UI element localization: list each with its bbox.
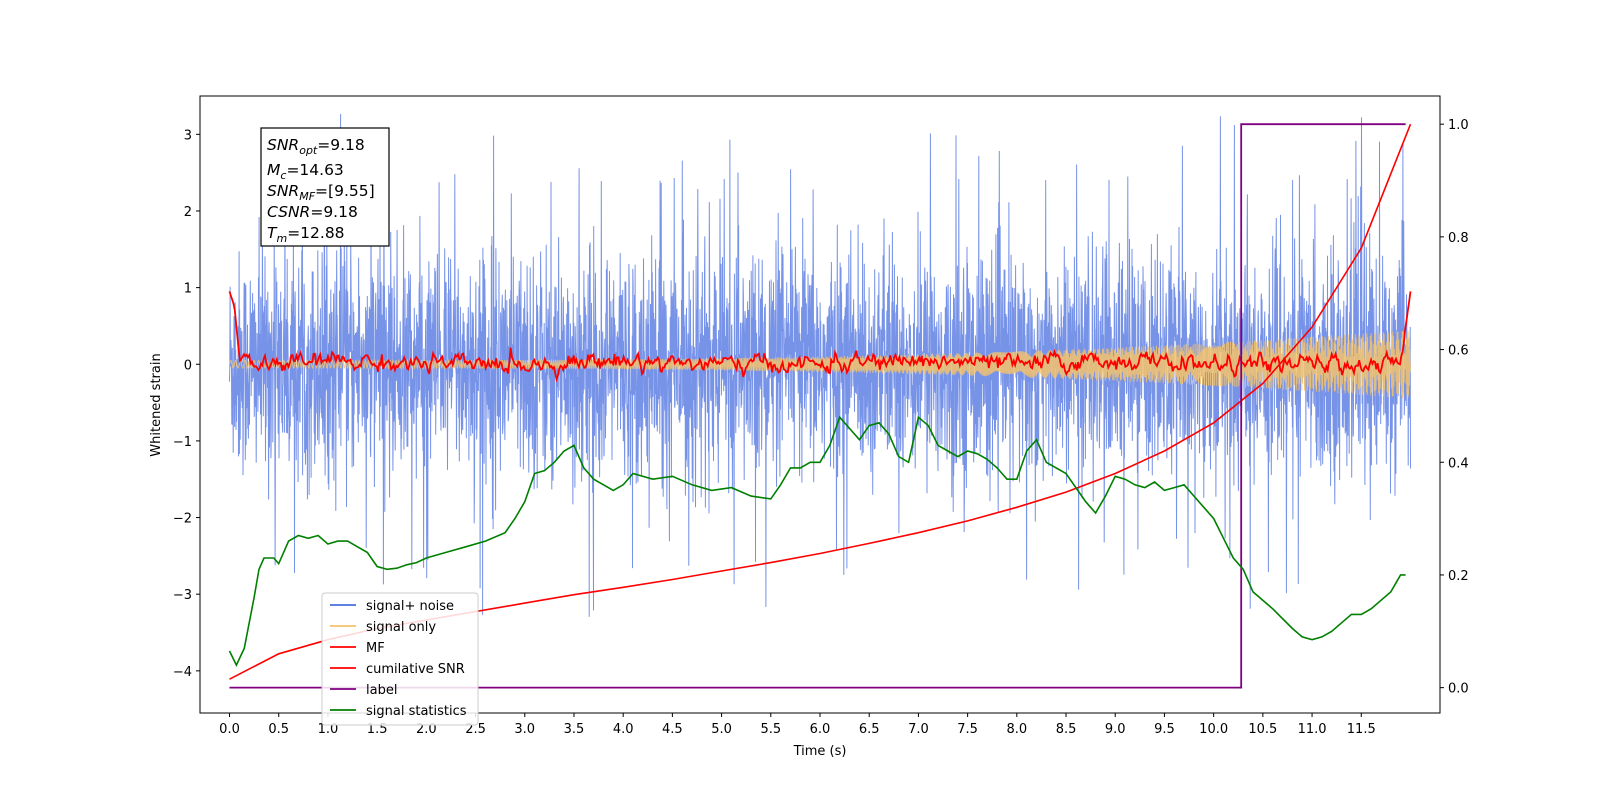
- y-tick-label-right: 0.8: [1448, 231, 1469, 246]
- x-tick-label: 5.5: [760, 722, 781, 737]
- y-tick-label-right: 1.0: [1448, 118, 1469, 133]
- info-box: SNRopt=9.18 Mc=14.63 SNRMF=[9.55] CSNR=9…: [260, 127, 390, 247]
- y-tick-label: 0: [184, 358, 192, 373]
- y-tick-label: 1: [184, 282, 192, 297]
- series-mf: [228, 291, 1412, 383]
- y-tick-label-right: 0.0: [1448, 682, 1469, 697]
- legend-label: MF: [366, 641, 385, 656]
- axis-ticks: 0.0 0.5 1.0 1.5 2.0 2.5 3.0 3.5 4.0 4.5 5.0 5.5 6.0 6…: [173, 118, 1469, 737]
- info-tm: Tm=12.88: [267, 224, 345, 245]
- y-tick-label: 2: [184, 205, 192, 220]
- x-tick-label: 11.0: [1298, 722, 1327, 737]
- x-tick-label: 3.5: [564, 722, 585, 737]
- info-snr-mf: SNRMF=[9.55]: [267, 182, 375, 203]
- x-tick-label: 0.5: [268, 722, 289, 737]
- legend-label: label: [366, 683, 397, 698]
- legend-frame: [321, 592, 479, 726]
- x-tick-label: 11.5: [1347, 722, 1376, 737]
- series-label: [229, 123, 1406, 689]
- x-tick-label: 3.0: [514, 722, 535, 737]
- x-tick-label: 7.0: [908, 722, 929, 737]
- y-tick-label-right: 0.6: [1448, 344, 1469, 359]
- info-snr-opt: SNRopt=9.18: [267, 136, 365, 157]
- legend: signal+ noise signal only MF cumilative SNR…: [321, 592, 479, 726]
- y-tick-label: −4: [173, 665, 192, 680]
- info-csnr: CSNR=9.18: [267, 203, 358, 221]
- x-tick-label: 6.0: [810, 722, 831, 737]
- x-tick-label: 8.5: [1056, 722, 1077, 737]
- legend-label: signal only: [366, 620, 436, 635]
- info-mc: Mc=14.63: [267, 161, 344, 182]
- x-tick-label: 5.0: [711, 722, 732, 737]
- x-tick-label: 2.0: [416, 722, 437, 737]
- x-tick-label: 2.5: [465, 722, 486, 737]
- legend-label: cumilative SNR: [366, 662, 465, 677]
- y-tick-label-right: 0.2: [1448, 569, 1469, 584]
- info-box-frame: [260, 127, 390, 247]
- x-tick-label: 1.0: [318, 722, 339, 737]
- x-tick-label: 7.5: [957, 722, 978, 737]
- y-axis-label: Whitened strain: [149, 353, 164, 456]
- x-tick-label: 9.5: [1154, 722, 1175, 737]
- x-tick-label: 9.0: [1105, 722, 1126, 737]
- x-tick-label: 8.0: [1006, 722, 1027, 737]
- y-tick-label: −3: [173, 588, 192, 603]
- series-signal-statistics: [228, 415, 1406, 667]
- y-tick-label-right: 0.4: [1448, 456, 1469, 471]
- x-tick-label: 4.0: [613, 722, 634, 737]
- x-tick-label: 4.5: [662, 722, 683, 737]
- legend-label: signal statistics: [366, 704, 467, 719]
- legend-items: signal+ noise signal only MF cumilative SNR…: [330, 599, 467, 719]
- x-tick-label: 10.5: [1248, 722, 1277, 737]
- x-axis-label: Time (s): [793, 744, 847, 759]
- y-tick-label: 3: [184, 128, 192, 143]
- y-tick-label: −2: [173, 512, 192, 527]
- x-tick-label: 1.5: [367, 722, 388, 737]
- x-tick-label: 6.5: [859, 722, 880, 737]
- legend-label: signal+ noise: [366, 599, 454, 614]
- x-tick-label: 10.0: [1199, 722, 1228, 737]
- y-tick-label: −1: [173, 435, 192, 450]
- x-tick-label: 0.0: [219, 722, 240, 737]
